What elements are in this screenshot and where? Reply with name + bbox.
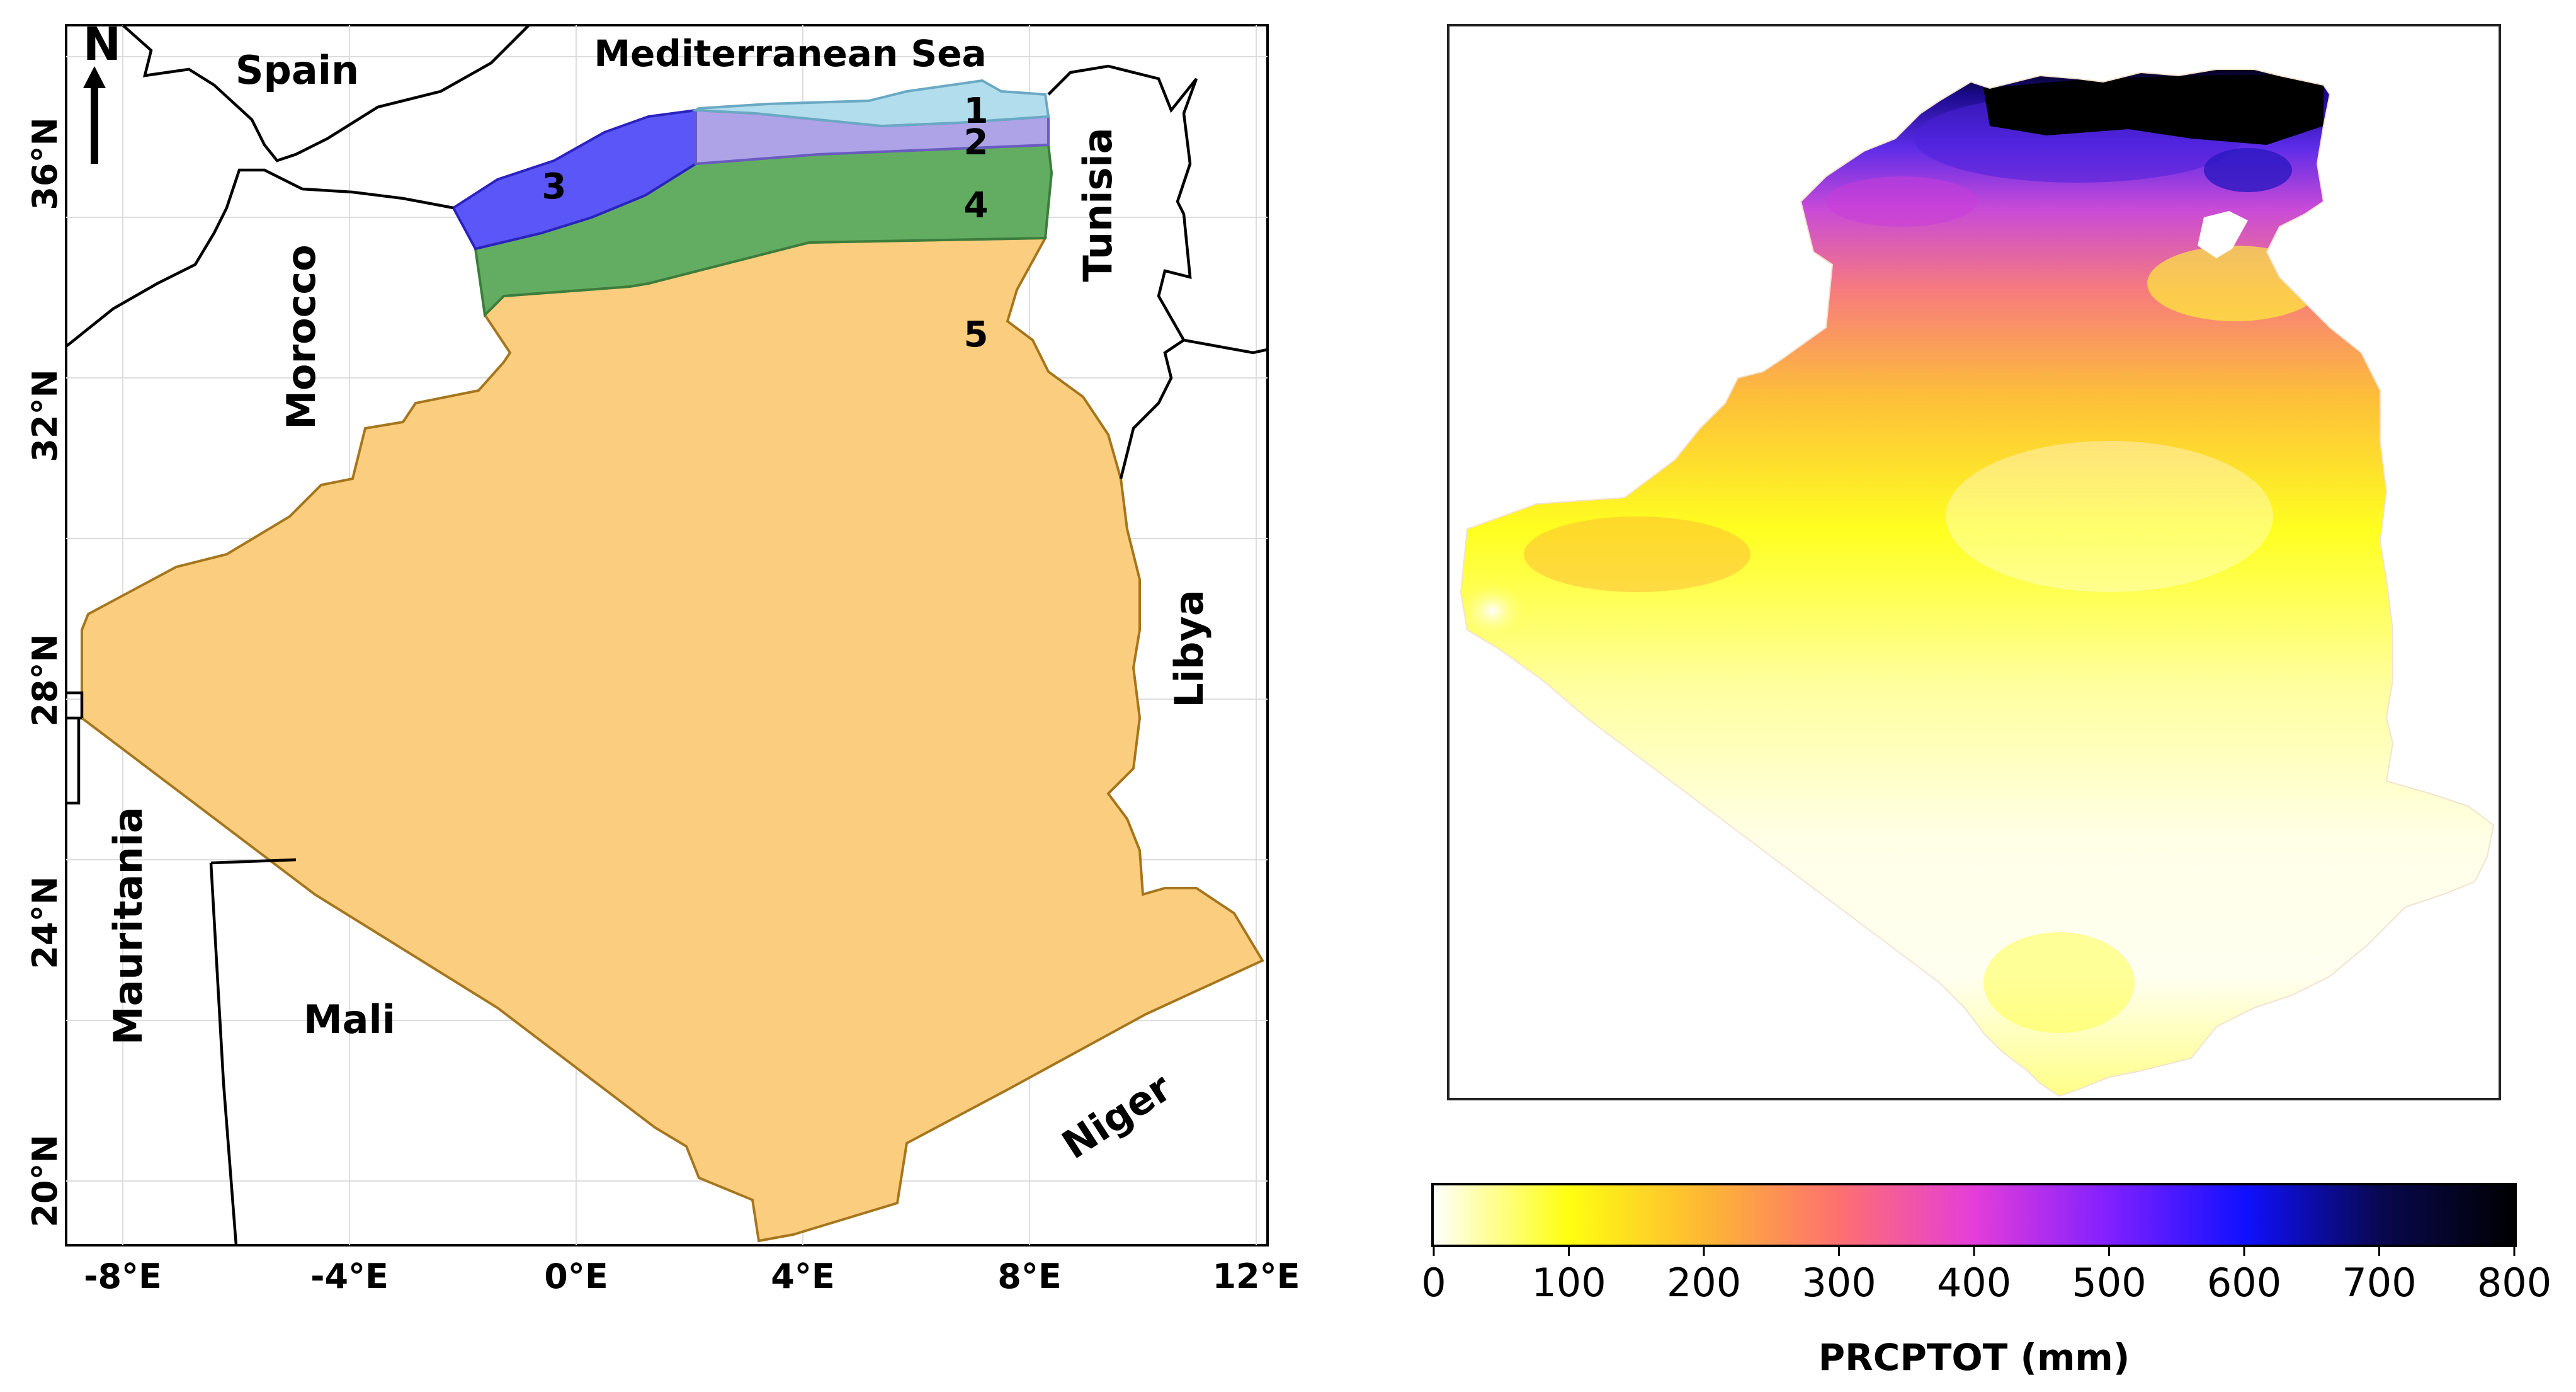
label-spain: Spain [235, 47, 359, 93]
lon-ticks: -8°E -4°E 0°E 4°E 8°E 12°E [84, 1257, 1300, 1296]
lat-ticks: 20°N 24°N 28°N 32°N 36°N [25, 117, 65, 1227]
zone-4-label: 4 [964, 185, 989, 226]
label-sea: Mediterranean Sea [594, 32, 986, 75]
label-libya: Libya [1166, 590, 1212, 707]
colorbar-tick-label: 500 [2072, 1260, 2146, 1306]
lon-tick: -4°E [310, 1257, 389, 1296]
lat-tick: 20°N [25, 1134, 65, 1227]
colorbar-ticks: 0 100 200 300 400 500 600 700 800 [1421, 1246, 2551, 1306]
zone-1-region [691, 79, 1050, 128]
colorbar-tick-label: 200 [1667, 1260, 1741, 1306]
left-map: N Spain Mediterranean Sea Morocco Tunisi… [25, 18, 1300, 1296]
lon-tick: -8°E [84, 1257, 162, 1296]
zone-2-label: 2 [964, 122, 989, 163]
zone-5-region [81, 236, 1264, 1243]
lat-tick: 36°N [25, 117, 65, 210]
colorbar-tick-label: 0 [1421, 1260, 1446, 1306]
north-label: N [83, 18, 121, 71]
lon-tick: 0°E [544, 1257, 608, 1296]
label-mali: Mali [304, 996, 395, 1042]
masked-area [2198, 211, 2248, 258]
colorbar-tick-label: 100 [1531, 1260, 1606, 1306]
label-tunisia: Tunisia [1075, 127, 1121, 282]
zone-3-label: 3 [542, 166, 567, 207]
label-morocco: Morocco [278, 244, 324, 430]
colorbar-tick-label: 800 [2477, 1260, 2551, 1306]
lat-tick: 24°N [25, 876, 65, 969]
right-map: 0 100 200 300 400 500 600 700 800 PRCPTOT (mm) [1421, 24, 2551, 1379]
zone-1-label: 1 [964, 91, 989, 132]
colorbar-label: PRCPTOT (mm) [1819, 1336, 2130, 1379]
lat-tick: 32°N [25, 369, 65, 462]
lon-tick: 12°E [1212, 1257, 1300, 1296]
north-arrow: N [83, 18, 121, 164]
colorbar [1431, 1183, 2517, 1247]
lon-tick: 8°E [997, 1257, 1061, 1296]
zone-5-label: 5 [964, 314, 989, 355]
colorbar-tick-label: 700 [2342, 1260, 2416, 1306]
country-borders [66, 25, 1268, 1245]
lat-tick: 28°N [25, 634, 65, 726]
label-mauritania: Mauritania [105, 807, 151, 1045]
colorbar-tick-label: 600 [2207, 1260, 2281, 1306]
colorbar-tick-label: 400 [1937, 1260, 2011, 1306]
colorbar-tick-label: 300 [1801, 1260, 1876, 1306]
lon-tick: 4°E [771, 1257, 834, 1296]
